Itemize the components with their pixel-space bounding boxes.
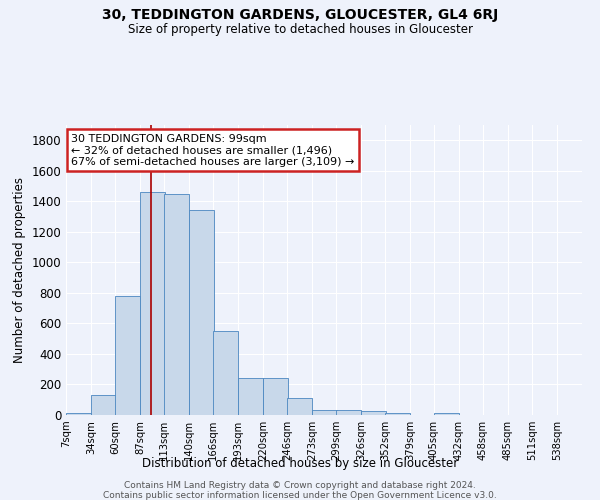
Bar: [312, 410, 337, 415]
Bar: [434, 412, 459, 415]
Bar: [164, 194, 189, 415]
Text: 30, TEDDINGTON GARDENS, GLOUCESTER, GL4 6RJ: 30, TEDDINGTON GARDENS, GLOUCESTER, GL4 …: [102, 8, 498, 22]
Text: Contains public sector information licensed under the Open Government Licence v3: Contains public sector information licen…: [103, 491, 497, 500]
Bar: [140, 192, 165, 415]
Bar: [263, 378, 288, 415]
Y-axis label: Number of detached properties: Number of detached properties: [13, 177, 26, 363]
Bar: [115, 296, 140, 415]
Bar: [385, 412, 410, 415]
Bar: [287, 398, 312, 415]
Text: Size of property relative to detached houses in Gloucester: Size of property relative to detached ho…: [128, 22, 473, 36]
Bar: [361, 411, 386, 415]
Bar: [66, 412, 91, 415]
Text: Contains HM Land Registry data © Crown copyright and database right 2024.: Contains HM Land Registry data © Crown c…: [124, 481, 476, 490]
Text: Distribution of detached houses by size in Gloucester: Distribution of detached houses by size …: [142, 458, 458, 470]
Bar: [189, 210, 214, 415]
Bar: [238, 378, 263, 415]
Bar: [213, 331, 238, 415]
Bar: [91, 395, 116, 415]
Text: 30 TEDDINGTON GARDENS: 99sqm
← 32% of detached houses are smaller (1,496)
67% of: 30 TEDDINGTON GARDENS: 99sqm ← 32% of de…: [71, 134, 355, 167]
Bar: [336, 410, 361, 415]
